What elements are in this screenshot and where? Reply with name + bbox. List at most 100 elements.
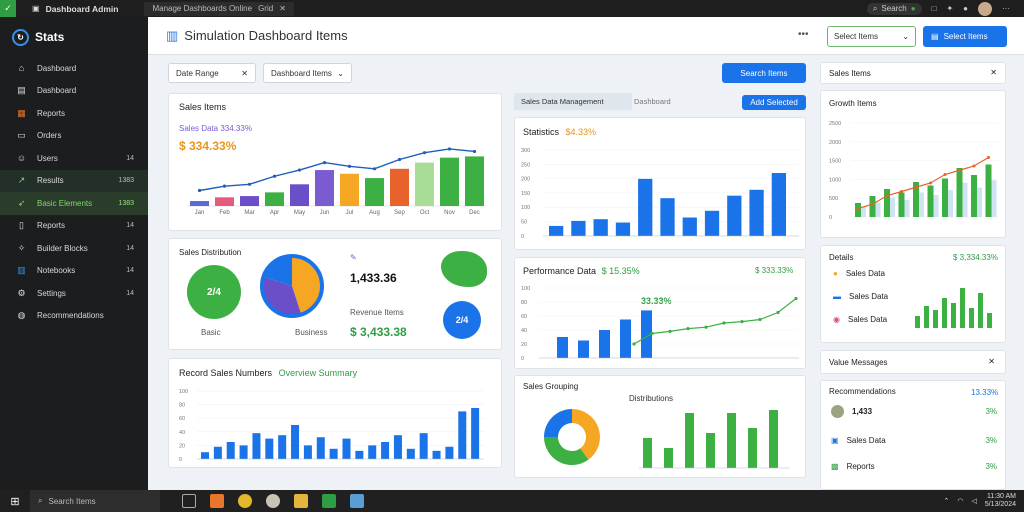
record-sales-card: Record Sales Numbers Overview Summary 10… [168, 358, 502, 468]
stat-bar [660, 198, 675, 236]
y-tick-label: 300 [521, 148, 530, 154]
book-icon: ▥ [17, 265, 26, 276]
close-icon[interactable]: ✕ [990, 68, 997, 77]
pie-slice [572, 409, 600, 460]
perf-line [633, 298, 797, 345]
volume-icon[interactable]: ◁ [971, 498, 977, 505]
growth-point [422, 151, 427, 155]
x-tick-label: May [294, 210, 305, 216]
details-bar [915, 316, 920, 328]
sidebar-item[interactable]: ⌂ Dashboard [0, 57, 148, 80]
sidebar-item-count: 14 [126, 267, 134, 275]
details-bar [969, 308, 974, 328]
task-view-icon[interactable] [182, 494, 196, 508]
sidebar-item[interactable]: ▯ Reports 14 [0, 215, 148, 238]
items-type-filter[interactable]: Dashboard Items ⌄ [263, 63, 352, 83]
search-items-button[interactable]: Search Items [722, 63, 806, 83]
group-bar [727, 413, 736, 468]
chrome-icon[interactable] [238, 494, 252, 508]
record-bar [406, 448, 415, 459]
y-tick-label: 50 [521, 220, 527, 226]
y-tick-label: 40 [521, 328, 527, 334]
sidebar-item[interactable]: ⚙ Settings 14 [0, 282, 148, 305]
perf-point [668, 329, 672, 333]
sidebar-item[interactable]: ↗ Results 1383 [0, 169, 148, 192]
avatar[interactable] [978, 1, 992, 16]
sidebar-item[interactable]: ▦ Reports [0, 102, 148, 125]
folder-icon[interactable] [294, 494, 308, 508]
sidebar-item[interactable]: ✧ Builder Blocks 14 [0, 237, 148, 260]
performance-value: 33.33% [641, 296, 672, 306]
x-tick-label: Apr [270, 210, 279, 216]
tab-dashboard[interactable]: Dashboard [634, 97, 671, 106]
window-icon[interactable]: □ [931, 4, 937, 13]
mail-icon[interactable] [350, 494, 364, 508]
browser-icon[interactable] [266, 494, 280, 508]
perf-bar [641, 310, 652, 358]
sidebar-item[interactable]: ◍ Recommendations [0, 305, 148, 328]
list-item[interactable]: 1,433 3% [831, 405, 997, 418]
details-row[interactable]: ▬ Sales Data [833, 292, 889, 301]
clock[interactable]: 11:30 AM 5/13/2024 [984, 493, 1016, 508]
record-bar [201, 452, 209, 459]
chevron-up-icon[interactable]: ⌃ [943, 498, 950, 505]
x-tick-label: Feb [219, 210, 230, 216]
sidebar-item[interactable]: ☺ Users 14 [0, 147, 148, 170]
wifi-icon[interactable]: ◠ [957, 498, 964, 505]
select-items-button[interactable]: ▤ Select Items [923, 26, 1007, 47]
browser-tab[interactable]: Manage Dashboards Online Grid ✕ [144, 1, 294, 16]
details-row[interactable]: ◉ Sales Data [833, 315, 888, 324]
recommendations-card: Recommendations 13.33% 1,433 3% ▣ Sales D… [820, 380, 1006, 490]
more-options-icon[interactable]: ••• [798, 29, 809, 40]
record-bar [226, 442, 235, 459]
add-selected-button[interactable]: Add Selected [742, 95, 806, 110]
date-range-filter[interactable]: Date Range ✕ [168, 63, 256, 83]
y-tick-label: 0 [179, 457, 182, 463]
user-menu-icon[interactable]: ··· [1002, 4, 1010, 13]
x-tick-label: Dec [469, 210, 480, 216]
stat-bar [682, 217, 697, 236]
windows-start-icon[interactable]: ⊞ [10, 495, 20, 508]
x-tick-label: Sep [394, 210, 405, 216]
sidebar-brand[interactable]: ↻ Stats [0, 17, 148, 57]
donut-progress: 2/4 [443, 301, 481, 339]
y-tick-label: 0 [521, 234, 524, 240]
taskbar-search[interactable]: ⌕ Search Items [30, 490, 160, 512]
x-tick-label: Nov [444, 210, 455, 216]
donut-slice [263, 256, 292, 286]
sidebar-item[interactable]: ▭ Orders [0, 125, 148, 148]
record-bar [303, 445, 312, 459]
close-icon[interactable]: ✕ [279, 4, 286, 13]
tab-sales-data[interactable]: Sales Data Management [514, 93, 632, 110]
group-bar [748, 428, 757, 468]
sales-bar [365, 178, 384, 206]
growth-point [958, 168, 961, 172]
top-search[interactable]: ⌕ Search ● [866, 2, 922, 15]
explorer-icon[interactable] [210, 494, 224, 508]
sidebar-item[interactable]: ▤ Dashboard [0, 80, 148, 103]
donut-slice [292, 256, 322, 315]
value-messages-panel: Value Messages ✕ [820, 350, 1006, 374]
list-item[interactable]: ▩ Reports 3% [831, 462, 997, 471]
close-icon[interactable]: ✕ [988, 357, 995, 366]
window-menu-icon[interactable]: ▣ [32, 4, 40, 13]
growth-point [222, 184, 227, 188]
list-item[interactable]: ▣ Sales Data 3% [831, 436, 997, 445]
items-select[interactable]: Select Items ⌄ [827, 26, 916, 47]
tools-icon[interactable]: ✦ [946, 4, 954, 13]
sidebar-item[interactable]: ➶ Basic Elements 1383 [0, 192, 148, 215]
notification-icon[interactable]: ● [963, 4, 968, 13]
close-icon[interactable]: ✕ [241, 68, 248, 78]
details-row[interactable]: ● Sales Data [833, 269, 885, 278]
growth-point [197, 188, 202, 193]
taskbar: ⊞ ⌕ Search Items ⌃ ◠ ◁ 11:30 AM 5/13/202… [0, 490, 1024, 512]
store-icon[interactable] [322, 494, 336, 508]
record-bar [393, 435, 402, 459]
sales-bar [290, 184, 309, 206]
sidebar-item[interactable]: ▥ Notebooks 14 [0, 260, 148, 283]
pie-slice [544, 437, 589, 465]
growth-bar-secondary [977, 187, 982, 217]
sidebar-item-label: Dashboard [37, 86, 77, 96]
growth-point [972, 164, 976, 168]
growth-point [914, 185, 918, 189]
